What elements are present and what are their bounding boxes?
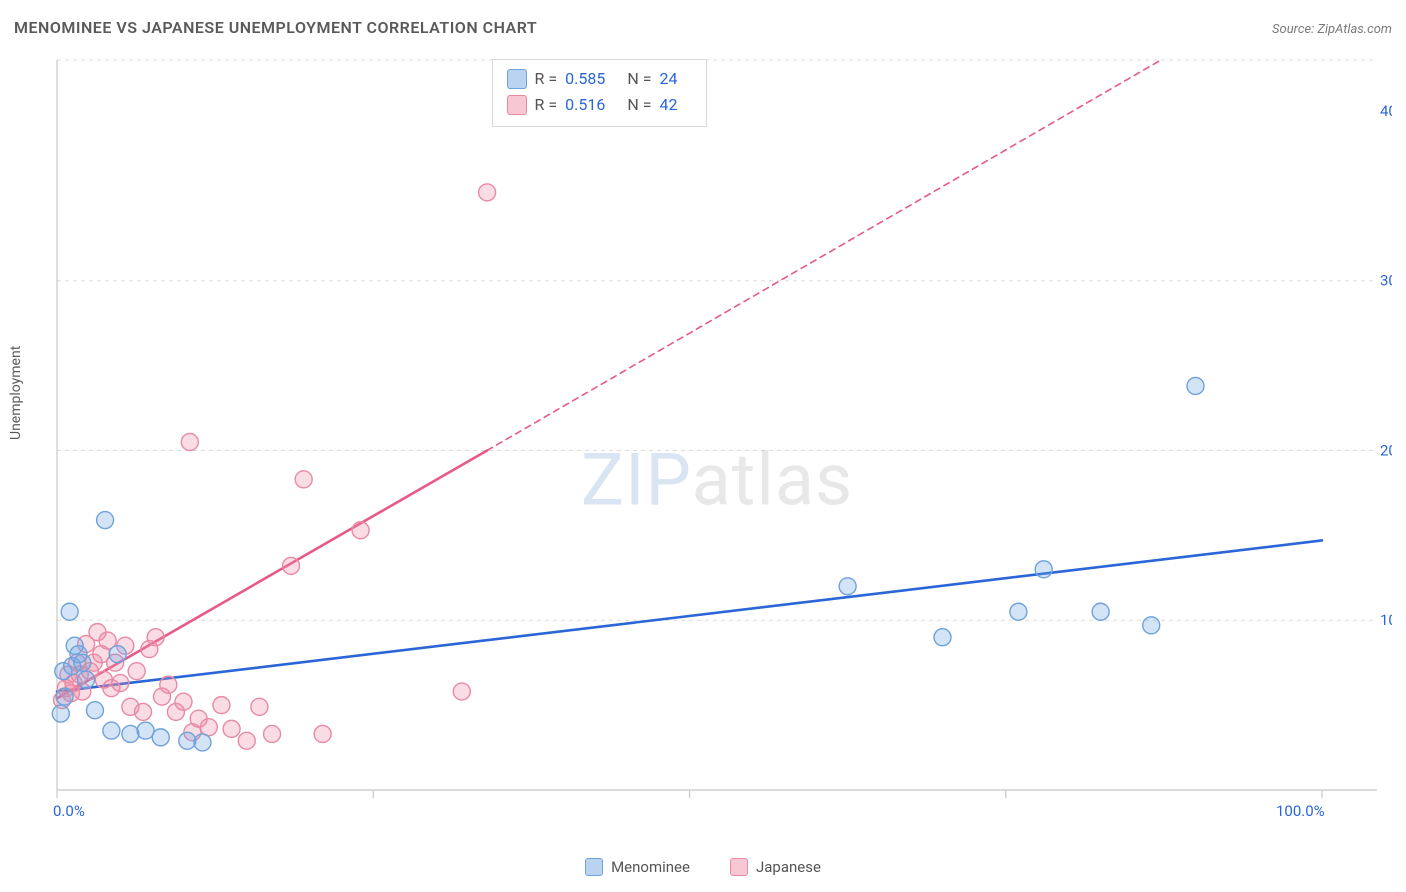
source-label: Source: ZipAtlas.com [1272, 22, 1392, 37]
legend-label-japanese: Japanese [756, 858, 821, 876]
x-tick-label: 0.0% [53, 802, 85, 820]
n-value-menominee: 24 [660, 66, 678, 92]
legend-label-menominee: Menominee [611, 858, 690, 876]
svg-text:10.0%: 10.0% [1380, 611, 1392, 629]
legend-swatch-japanese-icon [730, 858, 748, 876]
legend-bottom: Menominee Japanese [0, 858, 1406, 876]
svg-text:40.0%: 40.0% [1380, 102, 1392, 120]
x-tick-label: 100.0% [1276, 802, 1325, 820]
scatter-chart: 10.0% 20.0% 30.0% 40.0% [42, 50, 1392, 810]
svg-text:20.0%: 20.0% [1380, 441, 1392, 459]
legend-swatch-menominee-icon [585, 858, 603, 876]
legend-item-japanese: Japanese [730, 858, 821, 876]
stats-row-menominee: R = 0.585 N = 24 [507, 66, 692, 92]
stats-legend-box: R = 0.585 N = 24 R = 0.516 N = 42 [492, 59, 707, 127]
r-value-menominee: 0.585 [565, 66, 605, 92]
swatch-menominee-icon [507, 69, 527, 89]
svg-text:30.0%: 30.0% [1380, 272, 1392, 290]
stats-row-japanese: R = 0.516 N = 42 [507, 92, 692, 118]
chart-container: 10.0%20.0%30.0%40.0% ZIPatlas R = 0.585 … [42, 50, 1392, 810]
n-value-japanese: 42 [660, 92, 678, 118]
r-value-japanese: 0.516 [565, 92, 605, 118]
swatch-japanese-icon [507, 95, 527, 115]
legend-item-menominee: Menominee [585, 858, 690, 876]
page-title: MENOMINEE VS JAPANESE UNEMPLOYMENT CORRE… [14, 18, 537, 37]
y-axis-label: Unemployment [8, 346, 24, 440]
